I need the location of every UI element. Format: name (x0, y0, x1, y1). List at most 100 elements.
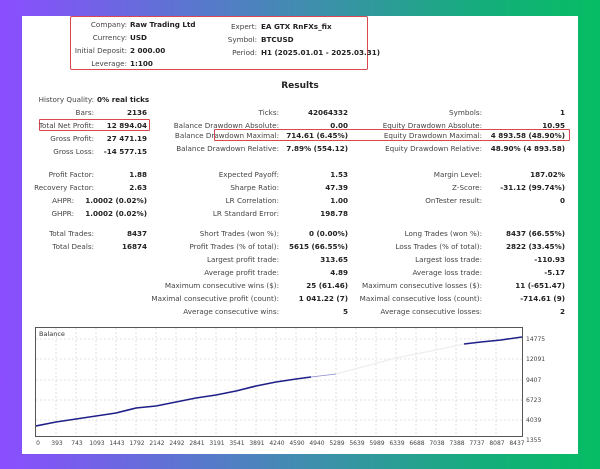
ontester-result-label: OnTester result: (425, 196, 482, 205)
results-title: Results (281, 81, 319, 91)
long-trades-value: 8437 (66.55%) (505, 229, 565, 238)
lr-standard-error-value: 198.78 (320, 209, 348, 218)
x-tick: 5989 (369, 440, 385, 447)
x-tick: 4240 (269, 440, 285, 447)
average-consecutive-losses-value: 2 (559, 307, 565, 316)
balance-chart: Balance (35, 327, 523, 437)
average-consecutive-wins-value: 5 (342, 307, 348, 316)
x-tick: 5639 (349, 440, 365, 447)
x-tick: 6688 (409, 440, 425, 447)
initial-deposit-value: 2 000.00 (130, 46, 166, 55)
x-tick: 8087 (489, 440, 505, 447)
largest-loss-trade-label: Largest loss trade: (415, 255, 482, 264)
maximal-consecutive-loss-label: Maximal consecutive loss (count): (359, 294, 482, 303)
ontester-result-value: 0 (559, 196, 565, 205)
net-profit-highlight (39, 119, 150, 131)
symbols-value: 1 (559, 108, 565, 117)
lr-correlation-label: LR Correlation: (225, 196, 279, 205)
expert-value: EA GTX RnFXs_fix (261, 22, 332, 31)
period-label: Period: (232, 48, 257, 57)
y-tick: 1355 (526, 437, 542, 444)
total-deals-value: 16874 (121, 242, 147, 251)
recovery-factor-label: Recovery Factor: (34, 183, 94, 192)
history-quality-value: 0% real ticks (97, 95, 150, 104)
initial-deposit-label: Initial Deposit: (74, 46, 127, 55)
x-tick: 2492 (169, 440, 185, 447)
x-tick: 4940 (309, 440, 325, 447)
y-tick: 12091 (526, 356, 546, 363)
balance-drawdown-maximal-value: 714.61 (6.45%) (286, 131, 348, 140)
max-consecutive-losses-label: Maximum consecutive losses ($): (362, 281, 482, 290)
equity-drawdown-relative-label: Equity Drawdown Relative: (385, 144, 482, 153)
period-value: H1 (2025.01.01 - 2025.03.31) (261, 48, 381, 57)
balance-drawdown-relative-label: Balance Drawdown Relative: (176, 144, 279, 153)
maximal-consecutive-loss-value: -714.61 (9) (520, 294, 565, 303)
average-profit-trade-value: 4.89 (330, 268, 348, 277)
balance-drawdown-absolute-label: Balance Drawdown Absolute: (173, 121, 279, 130)
x-tick: 5289 (329, 440, 345, 447)
short-trades-label: Short Trades (won %): (199, 229, 279, 238)
largest-loss-trade-value: -110.93 (534, 255, 565, 264)
average-loss-trade-label: Average loss trade: (412, 268, 482, 277)
equity-drawdown-absolute-label: Equity Drawdown Absolute: (382, 121, 482, 130)
currency-label: Currency: (92, 33, 127, 42)
x-tick: 8437 (509, 440, 525, 447)
y-tick: 9407 (526, 377, 542, 384)
total-trades-value: 8437 (126, 229, 147, 238)
header-highlight-box (70, 16, 368, 70)
company-value: Raw Trading Ltd (130, 20, 196, 29)
maximal-consecutive-profit-value: 1 041.22 (7) (298, 294, 348, 303)
symbol-label: Symbol: (227, 35, 257, 44)
x-tick: 2841 (189, 440, 205, 447)
average-loss-trade-value: -5.17 (544, 268, 565, 277)
maximal-consecutive-profit-label: Maximal consecutive profit (count): (151, 294, 279, 303)
max-consecutive-wins-label: Maximum consecutive wins ($): (164, 281, 279, 290)
margin-level-label: Margin Level: (433, 170, 482, 179)
x-tick: 3191 (209, 440, 225, 447)
ahpr-value: 1.0002 (0.02%) (85, 196, 147, 205)
x-tick: 2142 (149, 440, 165, 447)
profit-trades-value: 5615 (66.55%) (288, 242, 348, 251)
sharpe-ratio-label: Sharpe Ratio: (230, 183, 279, 192)
x-tick: 7737 (469, 440, 485, 447)
profit-trades-label: Profit Trades (% of total): (189, 242, 279, 251)
x-tick: 393 (51, 440, 63, 447)
x-tick: 1792 (129, 440, 145, 447)
sharpe-ratio-value: 47.39 (325, 183, 348, 192)
x-tick: 1093 (89, 440, 105, 447)
balance-drawdown-maximal-label: Balance Drawdown Maximal: (174, 131, 279, 140)
gross-profit-label: Gross Profit: (50, 134, 94, 143)
gross-loss-value: -14 577.15 (103, 147, 147, 156)
history-quality-label: History Quality: (38, 95, 94, 104)
recovery-factor-value: 2.63 (129, 183, 147, 192)
profit-factor-label: Profit Factor: (48, 170, 94, 179)
x-tick: 743 (71, 440, 83, 447)
total-net-profit-label: Total Net Profit: (38, 121, 94, 130)
max-consecutive-wins-value: 25 (61.46) (306, 281, 348, 290)
x-tick: 7038 (429, 440, 445, 447)
bars-label: Bars: (75, 108, 94, 117)
x-tick: 6339 (389, 440, 405, 447)
x-tick: 3541 (229, 440, 245, 447)
loss-trades-label: Loss Trades (% of total): (395, 242, 482, 251)
gross-profit-value: 27 471.19 (106, 134, 147, 143)
company-label: Company: (90, 20, 127, 29)
x-tick: 7388 (449, 440, 465, 447)
x-tick: 0 (36, 440, 40, 447)
ghpr-value: 1.0002 (0.02%) (85, 209, 147, 218)
max-consecutive-losses-value: 11 (-651.47) (515, 281, 565, 290)
leverage-label: Leverage: (91, 59, 127, 68)
drawdown-maximal-highlight (214, 129, 570, 141)
x-tick: 3891 (249, 440, 265, 447)
balance-drawdown-absolute-value: 0.00 (330, 121, 348, 130)
profit-factor-value: 1.88 (129, 170, 147, 179)
gross-loss-label: Gross Loss: (53, 147, 94, 156)
average-consecutive-wins-label: Average consecutive wins: (183, 307, 279, 316)
equity-drawdown-relative-value: 48.90% (4 893.58) (490, 144, 565, 153)
equity-drawdown-maximal-value: 4 893.58 (48.90%) (490, 131, 565, 140)
equity-drawdown-maximal-label: Equity Drawdown Maximal: (383, 131, 482, 140)
largest-profit-trade-value: 313.65 (320, 255, 348, 264)
z-score-value: -31.12 (99.74%) (500, 183, 565, 192)
y-tick: 14775 (526, 336, 546, 343)
x-tick: 1443 (109, 440, 125, 447)
